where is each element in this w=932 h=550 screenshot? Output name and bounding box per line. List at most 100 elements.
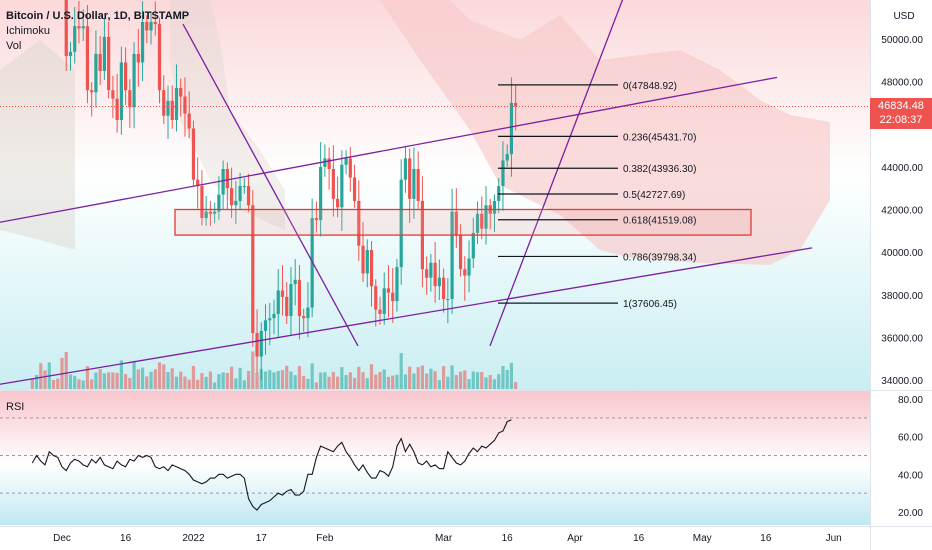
candle-body: [213, 211, 217, 214]
candle-body: [174, 88, 179, 120]
candle-body: [196, 179, 200, 187]
volume-bar: [425, 373, 429, 389]
time-tick-label: 16: [633, 533, 645, 544]
volume-bar: [463, 370, 467, 389]
volume-bar: [259, 368, 263, 389]
volume-bar: [90, 379, 94, 389]
candle-body: [187, 113, 191, 129]
volume-bar: [56, 378, 60, 389]
candle-body: [391, 292, 395, 302]
candle-body: [433, 262, 437, 287]
volume-bar: [314, 382, 318, 389]
candle-body: [251, 205, 255, 334]
volume-bar: [323, 372, 327, 389]
candle-body: [302, 316, 306, 319]
volume-bar: [187, 379, 191, 389]
candle-body: [136, 53, 140, 63]
volume-bar: [73, 375, 77, 389]
volume-bar: [306, 378, 310, 389]
candle-body: [225, 169, 229, 189]
fib-level-label: 0.5(42727.69): [623, 190, 685, 201]
candle-body: [255, 333, 259, 357]
candle-body: [200, 186, 204, 219]
price-tick-label: 38000.00: [881, 291, 923, 302]
volume-bar: [480, 371, 484, 389]
volume-bar: [348, 372, 352, 389]
candle-body: [357, 200, 361, 246]
candle-body: [297, 279, 302, 317]
candle-body: [327, 158, 331, 170]
candle-body: [280, 290, 285, 297]
bar-countdown: 22:08:37: [879, 114, 923, 127]
volume-bar: [412, 373, 416, 389]
candle-body: [331, 169, 335, 199]
volume-bar: [51, 379, 56, 389]
rsi-line: [31, 419, 512, 511]
volume-bar: [429, 368, 433, 389]
candle-body: [412, 169, 416, 199]
volume-bar: [509, 362, 514, 389]
volume-bar: [268, 370, 272, 389]
candle-body: [157, 24, 162, 91]
currency-label: USD: [893, 11, 914, 22]
candle-body: [234, 200, 238, 206]
volume-bar: [484, 377, 488, 389]
volume-bar: [98, 369, 102, 389]
lower-channel-line: [0, 247, 813, 385]
ichimoku-indicator-label[interactable]: Ichimoku: [6, 25, 51, 37]
volume-bar: [336, 376, 340, 389]
candle-body: [365, 249, 369, 274]
time-axis: Dec 16 2022 17 Feb Mar 16 Apr 16 May 16 Jun: [53, 533, 842, 544]
candle-body: [475, 213, 480, 233]
volume-bar: [246, 370, 251, 389]
rsi-pane-label[interactable]: RSI: [6, 401, 25, 413]
candles-group: [64, 0, 518, 381]
volume-group: [30, 351, 518, 389]
ichimoku-cloud-left: [0, 40, 75, 250]
volume-bar: [454, 375, 458, 389]
volume-bar: [467, 379, 471, 389]
chart-legend: Bitcoin / U.S. Dollar, 1D, BITSTAMP Ichi…: [6, 9, 189, 54]
volume-bar: [458, 371, 463, 389]
candle-body: [471, 232, 475, 259]
volume-bar: [395, 374, 399, 389]
candle-body: [98, 53, 102, 71]
volume-bar: [183, 376, 187, 389]
candle-body: [85, 26, 90, 91]
volume-indicator-label[interactable]: Vol: [6, 40, 22, 52]
rsi-gradient: [0, 391, 870, 525]
candle-body: [480, 213, 484, 229]
candle-body: [403, 158, 408, 180]
volume-bar: [153, 369, 157, 389]
candle-body: [221, 169, 225, 195]
candle-body: [132, 53, 136, 108]
fib-level-label: 0.786(39798.34): [623, 252, 696, 263]
volume-bar: [136, 369, 140, 389]
candle-body: [446, 299, 450, 301]
candle-body: [246, 186, 251, 206]
symbol-title[interactable]: Bitcoin / U.S. Dollar, 1D, BITSTAMP: [6, 10, 190, 22]
candle-body: [450, 211, 454, 300]
time-tick-label: Feb: [316, 533, 334, 544]
volume-bar: [382, 369, 386, 389]
volume-bar: [238, 367, 242, 389]
candle-body: [183, 96, 187, 114]
volume-bar: [352, 377, 357, 389]
volume-bar: [361, 372, 365, 389]
support-resistance-zone: [174, 208, 752, 236]
candle-body: [484, 205, 488, 229]
candle-body: [306, 307, 310, 319]
candle-body: [344, 158, 348, 165]
candle-body: [166, 100, 170, 116]
rsi-tick-label: 40.00: [898, 470, 923, 481]
candle-body: [361, 245, 365, 274]
candle-body: [369, 249, 374, 287]
candle-body: [179, 88, 183, 97]
candle-body: [107, 36, 111, 91]
candle-body: [285, 296, 289, 317]
candle-body: [514, 102, 518, 107]
candle-body: [467, 258, 471, 276]
candle-body: [268, 318, 272, 321]
volume-bar: [433, 371, 437, 389]
